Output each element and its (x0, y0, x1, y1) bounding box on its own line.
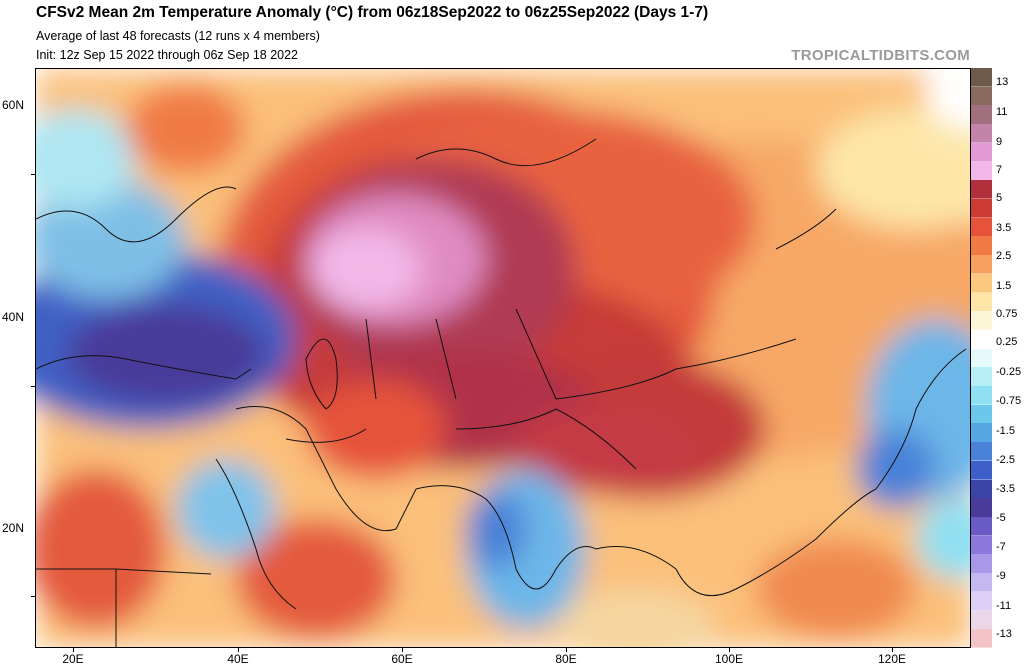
colorbar-label: 0.75 (996, 308, 1018, 320)
colorbar-label: 2.5 (996, 250, 1012, 262)
lat-tick (31, 386, 35, 387)
anomaly-field (36, 69, 970, 647)
colorbar-swatch (971, 124, 992, 144)
colorbar-label: -13 (996, 628, 1012, 640)
lon-tick (892, 648, 893, 652)
colorbar-swatch (971, 460, 992, 481)
colorbar-swatch (971, 105, 992, 125)
colorbar-label: 3.5 (996, 222, 1012, 234)
colorbar-swatch (971, 348, 992, 368)
colorbar-label: 7 (996, 164, 1003, 176)
lon-tick (238, 648, 239, 652)
colorbar-swatch (971, 554, 992, 574)
colorbar-swatch (971, 423, 992, 443)
colorbar-swatch (971, 591, 992, 612)
temperature-anomaly-map (35, 68, 971, 648)
colorbar-label: -11 (996, 600, 1012, 612)
colorbar-swatch (971, 142, 992, 163)
colorbar-swatch (971, 255, 992, 275)
colorbar-label: -7 (996, 541, 1006, 553)
lon-label-20e: 20E (62, 652, 84, 666)
colorbar-swatch (971, 498, 992, 518)
colorbar-swatch (971, 68, 992, 88)
lon-tick (566, 648, 567, 652)
colorbar-label: 0.25 (996, 336, 1018, 348)
colorbar-swatch (971, 573, 992, 593)
colorbar-label: -1.5 (996, 425, 1015, 437)
colorbar-swatch (971, 535, 992, 555)
lon-label-40e: 40E (227, 652, 249, 666)
map-subtitle-forecasts: Average of last 48 forecasts (12 runs x … (36, 29, 320, 43)
colorbar-swatch (971, 198, 992, 219)
lat-label-40n: 40N (2, 310, 25, 324)
colorbar-swatch (971, 442, 992, 462)
colorbar-label: -3.5 (996, 483, 1015, 495)
colorbar-label: 9 (996, 136, 1003, 148)
colorbar-swatch (971, 629, 992, 649)
colorbar-swatch (971, 610, 992, 630)
coastlines (36, 138, 967, 647)
colorbar-swatch (971, 86, 992, 106)
colorbar-swatch (971, 180, 992, 200)
lon-tick (402, 648, 403, 652)
colorbar-label: -2.5 (996, 454, 1015, 466)
lon-label-80e: 80E (555, 652, 577, 666)
lon-label-100e: 100E (714, 652, 744, 666)
colorbar-swatch (971, 517, 992, 537)
lat-tick (31, 596, 35, 597)
colorbar-label: -5 (996, 512, 1006, 524)
lat-label-60n: 60N (2, 98, 25, 112)
lat-tick (31, 174, 35, 175)
colorbar-label: 1.5 (996, 280, 1012, 292)
colorbar-label: -0.25 (996, 366, 1022, 378)
colorbar-label: -0.75 (996, 395, 1022, 407)
colorbar-swatch (971, 236, 992, 256)
colorbar-swatch (971, 217, 992, 237)
map-subtitle-init: Init: 12z Sep 15 2022 through 06z Sep 18… (36, 48, 299, 62)
colorbar-label: -9 (996, 570, 1006, 582)
lat-label-20n: 20N (2, 521, 25, 535)
lon-label-120e: 120E (877, 652, 907, 666)
colorbar-swatch (971, 386, 992, 406)
colorbar-swatch (971, 311, 992, 331)
lon-tick (729, 648, 730, 652)
map-title: CFSv2 Mean 2m Temperature Anomaly (°C) f… (36, 4, 709, 21)
colorbar-label: 11 (996, 106, 1008, 118)
colorbar-label: 5 (996, 192, 1003, 204)
lon-tick (73, 648, 74, 652)
colorbar-swatch (971, 273, 992, 293)
colorbar-swatch (971, 404, 992, 424)
colorbar-label: 13 (996, 76, 1009, 88)
brand-watermark: TROPICALTIDBITS.COM (791, 47, 970, 64)
colorbar-swatch (971, 367, 992, 387)
colorbar-swatch (971, 329, 992, 350)
lon-label-60e: 60E (391, 652, 413, 666)
colorbar-swatch (971, 479, 992, 499)
colorbar-swatch (971, 161, 992, 181)
colorbar-swatch (971, 292, 992, 312)
map-canvas (36, 69, 970, 647)
colorbar (971, 68, 992, 649)
